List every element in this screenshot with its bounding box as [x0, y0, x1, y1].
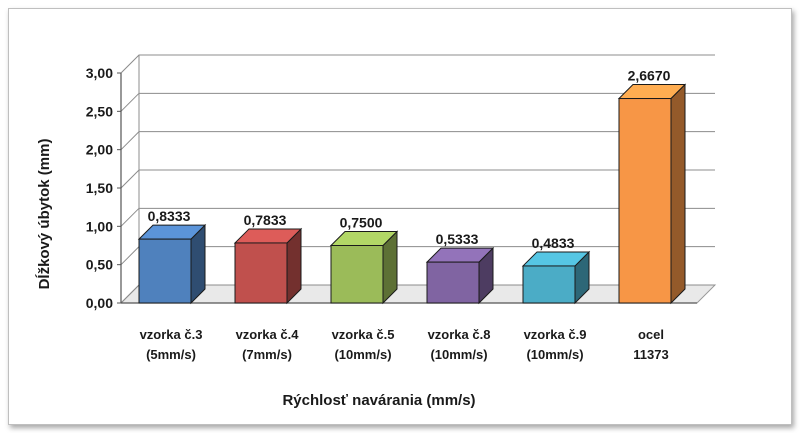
data-label: 0,7833 — [244, 212, 287, 228]
y-tick-label: 1,50 — [86, 180, 113, 196]
x-tick-label: vzorka č.9 (10mm/s) — [524, 327, 587, 362]
y-tick-label: 1,00 — [86, 218, 113, 234]
y-tick-label: 3,00 — [86, 65, 113, 81]
x-tick-label: vzorka č.5 (10mm/s) — [332, 327, 395, 362]
y-tick-label: 2,00 — [86, 142, 113, 158]
bar — [617, 83, 687, 305]
bar — [137, 223, 207, 305]
bar — [425, 246, 495, 305]
bar — [233, 227, 303, 305]
x-tick-label: vzorka č.4 (7mm/s) — [236, 327, 300, 362]
data-label: 2,6670 — [628, 68, 671, 84]
bar — [329, 230, 399, 305]
data-label: 0,8333 — [148, 208, 191, 224]
y-tick-label: 0,50 — [86, 257, 113, 273]
data-label: 0,7500 — [340, 215, 383, 231]
data-label: 0,5333 — [436, 231, 479, 247]
data-label: 0,4833 — [532, 235, 575, 251]
x-tick-label: vzorka č.3 (5mm/s) — [140, 327, 203, 362]
gridline — [120, 54, 715, 74]
chart-frame: 0,00 0,50 1,00 1,50 2,00 2,50 3,00 0,8333 vzorka… — [8, 8, 792, 425]
bar — [521, 250, 591, 305]
x-tick-label: vzorka č.8 (10mm/s) — [428, 327, 491, 362]
bar-chart: 0,00 0,50 1,00 1,50 2,00 2,50 3,00 0,8333 vzorka… — [35, 54, 717, 409]
y-tick-label: 0,00 — [86, 295, 113, 311]
y-axis-title: Dĺžkový úbytok (mm) — [35, 139, 53, 290]
x-tick-label: ocel 11373 — [633, 327, 668, 362]
y-tick-label: 2,50 — [86, 103, 113, 119]
x-axis-title: Rýchlosť navárania (mm/s) — [282, 392, 475, 409]
